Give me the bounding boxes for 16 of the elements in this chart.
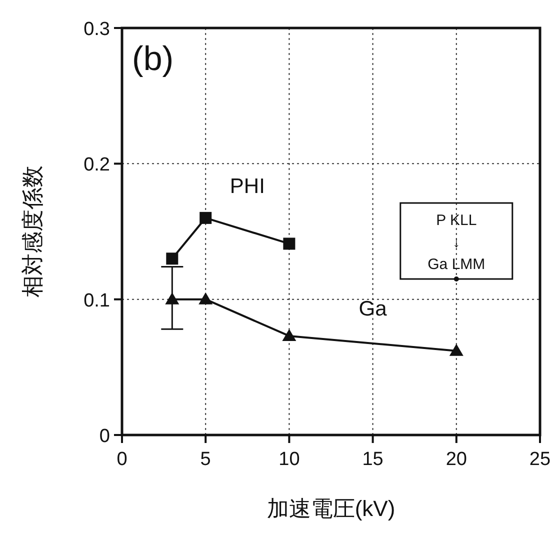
series-label: Ga: [358, 297, 388, 320]
x-axis-title: 加速電圧(kV): [266, 496, 396, 521]
chart-title: (b): [132, 40, 174, 78]
x-tick-label: 0: [116, 449, 128, 470]
x-tick-label: 25: [529, 449, 551, 470]
y-tick-label: 0.1: [84, 290, 110, 312]
x-tick-label: 15: [362, 449, 384, 470]
series-label: PHI: [230, 174, 265, 198]
y-tick-label: 0.3: [84, 19, 110, 40]
x-tick-label: 5: [200, 449, 211, 470]
y-axis-title: 相対感度係数: [20, 166, 45, 298]
y-tick-label: 0.2: [84, 154, 110, 176]
y-tick-label: 0: [99, 426, 110, 447]
x-tick-label: 10: [278, 449, 300, 470]
annotation: P KLL ↓ Ga LMM: [428, 212, 486, 273]
x-tick-label: 20: [446, 449, 467, 470]
